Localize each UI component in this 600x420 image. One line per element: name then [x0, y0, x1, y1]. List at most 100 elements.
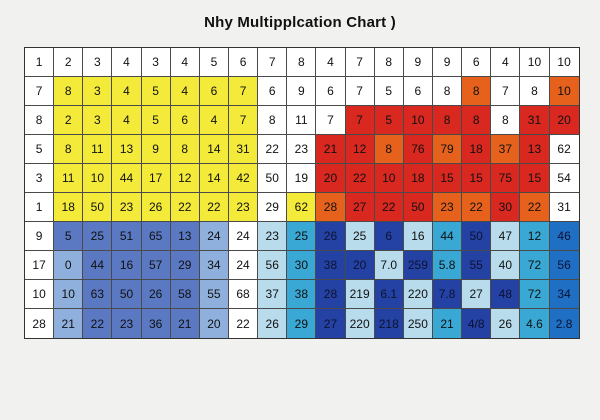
grid-cell: 37	[258, 280, 288, 309]
grid-cell: 21	[432, 309, 463, 338]
grid-cell: 21	[170, 309, 200, 338]
grid-cell: 23	[112, 309, 142, 338]
grid-cell: 62	[549, 135, 579, 164]
multiplication-grid: 1 2 3 4 3 4 5 6 7 8 4 7 8 9 9 6 4 10 10 7 8 3 4 5 4 6 7 6 9 6 7 5 6 8 8 7 8 1…	[24, 47, 580, 339]
grid-cell: 56	[258, 251, 288, 280]
grid-cell: 10	[403, 106, 433, 135]
grid-cell: 7	[228, 106, 259, 135]
grid-cell: 7.0	[374, 251, 404, 280]
grid-cell: 13	[170, 222, 200, 251]
grid-cell: 34	[549, 280, 579, 309]
grid-cell: 4	[170, 48, 200, 77]
grid-cell: 6	[316, 77, 346, 106]
grid-cell: 9	[432, 48, 463, 77]
grid-cell: 1	[25, 48, 55, 77]
grid-cell: 3	[141, 48, 171, 77]
grid-cell: 220	[403, 280, 433, 309]
grid-cell: 7	[345, 106, 375, 135]
grid-cell: 9	[141, 135, 171, 164]
grid-cell: 26	[141, 193, 171, 222]
grid-cell: 5	[25, 135, 55, 164]
grid-cell: 29	[258, 193, 288, 222]
grid-cell: 50	[462, 222, 492, 251]
grid-cell: 4.6	[520, 309, 550, 338]
grid-cell: 38	[316, 251, 346, 280]
grid-cell: 8	[258, 106, 288, 135]
grid-cell: 7	[228, 77, 259, 106]
grid-cell: 8	[170, 135, 200, 164]
grid-cell: 21	[316, 135, 346, 164]
grid-cell: 23	[228, 193, 259, 222]
grid-cell: 47	[491, 222, 521, 251]
grid-cell: 34	[199, 251, 229, 280]
grid-cell: 26	[491, 309, 521, 338]
grid-cell: 28	[25, 309, 55, 338]
grid-cell: 13	[112, 135, 142, 164]
grid-cell: 22	[258, 135, 288, 164]
grid-cell: 20	[549, 106, 579, 135]
grid-cell: 250	[403, 309, 433, 338]
grid-cell: 44	[112, 164, 142, 193]
grid-cell: 9	[287, 77, 317, 106]
grid-cell: 20	[199, 309, 229, 338]
grid-cell: 220	[345, 309, 375, 338]
grid-cell: 23	[112, 193, 142, 222]
grid-cell: 8	[462, 77, 492, 106]
grid-cell: 22	[462, 193, 492, 222]
grid-cell: 2	[54, 48, 84, 77]
grid-cell: 8	[374, 135, 404, 164]
grid-cell: 7	[345, 48, 375, 77]
grid-cell: 51	[112, 222, 142, 251]
grid-cell: 50	[258, 164, 288, 193]
grid-cell: 42	[228, 164, 259, 193]
grid-cell: 22	[345, 164, 375, 193]
grid-cell: 6	[374, 222, 404, 251]
grid-cell: 12	[345, 135, 375, 164]
grid-cell: 50	[83, 193, 113, 222]
grid-cell: 2	[54, 106, 84, 135]
grid-cell: 27	[462, 280, 492, 309]
grid-cell: 36	[141, 309, 171, 338]
grid-cell: 8	[491, 106, 521, 135]
grid-cell: 6	[403, 77, 433, 106]
grid-cell: 44	[432, 222, 463, 251]
grid-cell: 19	[287, 164, 317, 193]
grid-cell: 7	[25, 77, 55, 106]
grid-cell: 6	[258, 77, 288, 106]
grid-cell: 219	[345, 280, 375, 309]
grid-cell: 23	[432, 193, 463, 222]
grid-cell: 17	[25, 251, 55, 280]
grid-cell: 20	[345, 251, 375, 280]
grid-cell: 17	[141, 164, 171, 193]
grid-cell: 10	[374, 164, 404, 193]
grid-cell: 8	[54, 77, 84, 106]
grid-cell: 5	[54, 222, 84, 251]
grid-cell: 259	[403, 251, 433, 280]
grid-cell: 46	[549, 222, 579, 251]
grid-cell: 68	[228, 280, 259, 309]
grid-cell: 8	[432, 106, 463, 135]
grid-cell: 37	[491, 135, 521, 164]
grid-cell: 5	[141, 106, 171, 135]
grid-cell: 22	[199, 193, 229, 222]
grid-cell: 8	[287, 48, 317, 77]
grid-cell: 10	[549, 77, 579, 106]
grid-cell: 25	[287, 222, 317, 251]
grid-cell: 10	[54, 280, 84, 309]
grid-cell: 15	[520, 164, 550, 193]
grid-cell: 13	[520, 135, 550, 164]
grid-cell: 5.8	[432, 251, 463, 280]
grid-cell: 72	[520, 280, 550, 309]
grid-cell: 27	[316, 309, 346, 338]
grid-cell: 8	[432, 77, 463, 106]
grid-cell: 10	[520, 48, 550, 77]
grid-cell: 8	[25, 106, 55, 135]
grid-cell: 72	[520, 251, 550, 280]
grid-cell: 31	[520, 106, 550, 135]
grid-cell: 7.8	[432, 280, 463, 309]
grid-cell: 4	[112, 48, 142, 77]
grid-cell: 23	[287, 135, 317, 164]
chart-title: Nhy Multipplcation Chart )	[204, 14, 396, 31]
grid-cell: 24	[199, 222, 229, 251]
grid-cell: 26	[141, 280, 171, 309]
